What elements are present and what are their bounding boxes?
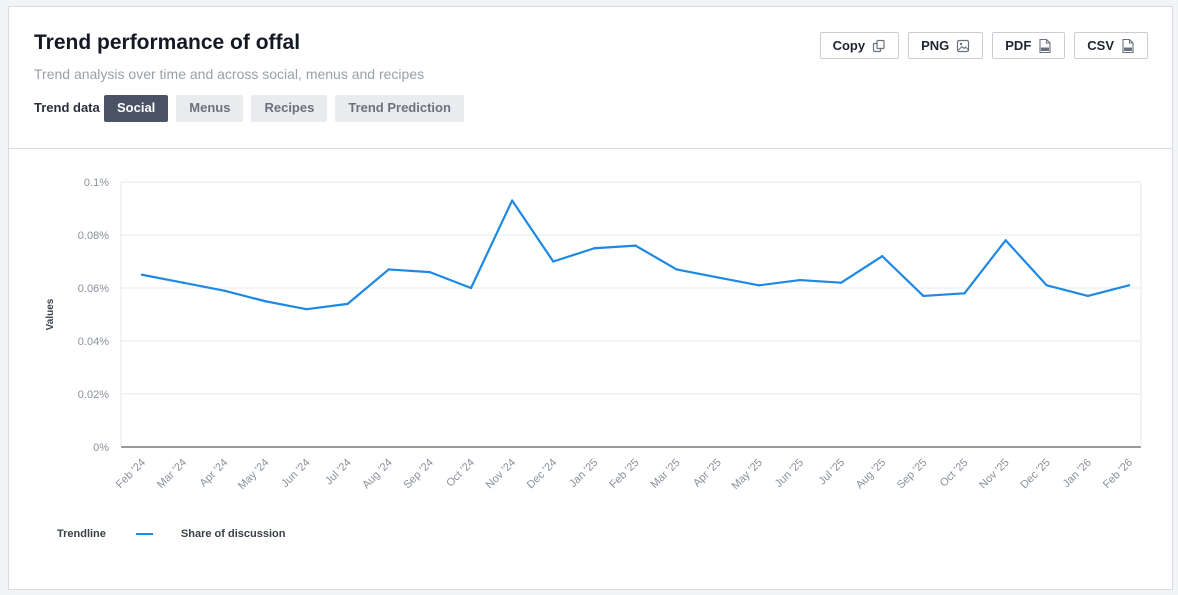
chart-header: Trend performance of offal Trend analysi…: [9, 7, 1172, 149]
data-point: [552, 260, 555, 263]
x-tick-label: Feb '26: [1101, 457, 1135, 491]
legend-title: Trendline: [57, 528, 106, 540]
tab-social[interactable]: Social: [104, 95, 169, 122]
csv-button[interactable]: CSV: [1074, 32, 1148, 59]
data-point: [1045, 284, 1048, 287]
x-tick-label: Jun '25: [773, 457, 806, 490]
data-point: [469, 286, 473, 290]
series-line-share-of-discussion: [141, 199, 1130, 311]
y-tick-label: 0.06%: [78, 283, 109, 295]
x-tick-label: Mar '25: [649, 457, 683, 491]
x-tick-label: Feb '24: [114, 457, 148, 491]
x-tick-label: Jul '25: [817, 457, 848, 488]
tab-menus[interactable]: Menus: [176, 95, 244, 122]
x-tick-label: Aug '24: [360, 457, 395, 492]
x-tick-label: Dec '25: [1018, 457, 1053, 492]
page-title: Trend performance of offal: [34, 31, 301, 54]
x-tick-label: Oct '25: [938, 457, 971, 490]
pdf-button[interactable]: PDF: [992, 32, 1066, 59]
export-actions: Copy PNG PDF CSV: [819, 32, 1148, 59]
data-point: [428, 270, 432, 274]
x-tick-label: Aug '25: [854, 457, 889, 492]
y-tick-label: 0%: [93, 442, 109, 454]
y-tick-label: 0.08%: [78, 230, 109, 242]
data-point: [510, 199, 514, 202]
data-point: [1004, 239, 1007, 242]
x-tick-label: Jan '25: [567, 457, 600, 490]
copy-button-label: Copy: [832, 38, 866, 53]
data-point: [346, 302, 349, 306]
image-icon: [956, 39, 970, 53]
pdf-button-label: PDF: [1005, 38, 1032, 53]
x-tick-label: Nov '24: [484, 457, 519, 492]
data-point: [181, 281, 185, 284]
x-tick-label: Jun '24: [279, 457, 312, 490]
csv-file-icon: [1121, 38, 1135, 54]
pdf-file-icon: [1038, 38, 1052, 54]
trend-data-label: Trend data: [34, 100, 100, 115]
x-tick-label: Mar '24: [155, 457, 189, 491]
png-button[interactable]: PNG: [908, 32, 984, 59]
x-tick-label: Nov '25: [977, 457, 1012, 492]
legend-series-label[interactable]: Share of discussion: [180, 528, 286, 540]
csv-button-label: CSV: [1087, 38, 1114, 53]
data-point: [1127, 284, 1131, 287]
x-tick-label: May '25: [730, 457, 765, 492]
chart-legend: Trendline Share of discussion: [57, 528, 285, 540]
data-point: [634, 244, 637, 247]
x-tick-label: Jan '26: [1061, 457, 1094, 490]
data-point: [716, 276, 719, 279]
data-point: [593, 247, 596, 250]
x-tick-label: Sep '25: [895, 457, 930, 492]
data-point: [140, 273, 144, 276]
y-tick-label: 0.04%: [78, 336, 109, 348]
data-point: [757, 284, 761, 287]
x-tick-label: Sep '24: [401, 457, 436, 492]
legend-line-swatch: [135, 533, 153, 535]
trend-data-tabs: Social Menus Recipes Trend Prediction: [104, 95, 464, 122]
x-tick-label: Jul '24: [323, 457, 354, 488]
copy-button[interactable]: Copy: [819, 32, 900, 59]
tab-trend-prediction[interactable]: Trend Prediction: [335, 95, 464, 122]
x-tick-label: May '24: [236, 457, 271, 492]
data-point: [963, 292, 966, 295]
data-point: [839, 281, 843, 284]
chart-area: 0% 0.02% 0.04% 0.06% 0.08% 0.1% Values Feb '24 M…: [9, 149, 1172, 589]
x-tick-label: Feb '25: [607, 457, 641, 491]
data-point: [881, 255, 884, 258]
x-tick-label: Dec '24: [525, 457, 560, 492]
x-tick-label: Oct '24: [444, 457, 477, 490]
page-subtitle: Trend analysis over time and across soci…: [34, 66, 425, 82]
png-button-label: PNG: [921, 38, 950, 53]
chart-card: Trend performance of offal Trend analysi…: [8, 6, 1173, 590]
data-point: [1086, 294, 1090, 298]
data-point: [387, 268, 390, 271]
data-point: [305, 308, 308, 311]
data-point: [798, 278, 802, 282]
data-point: [675, 268, 678, 271]
copy-icon: [872, 39, 886, 53]
y-tick-label: 0.1%: [84, 177, 109, 189]
x-tick-label: Apr '25: [691, 457, 724, 490]
data-point: [223, 289, 226, 292]
data-point: [264, 300, 267, 303]
x-tick-label: Apr '24: [197, 457, 230, 490]
data-point: [922, 294, 925, 298]
y-tick-label: 0.02%: [78, 389, 109, 401]
y-axis-label: Values: [45, 298, 56, 330]
tab-recipes[interactable]: Recipes: [251, 95, 328, 122]
